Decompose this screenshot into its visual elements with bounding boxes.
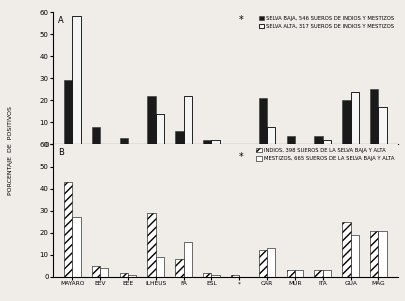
Bar bbox=[266, 127, 275, 144]
Bar bbox=[175, 131, 183, 144]
Bar bbox=[128, 275, 136, 277]
Bar bbox=[377, 107, 386, 144]
Bar bbox=[322, 140, 330, 144]
Bar bbox=[64, 80, 72, 144]
Bar bbox=[211, 140, 219, 144]
Text: A: A bbox=[58, 16, 64, 25]
Bar bbox=[258, 250, 266, 277]
Bar bbox=[156, 257, 164, 277]
Bar bbox=[183, 242, 192, 277]
Bar bbox=[92, 127, 100, 144]
Bar bbox=[175, 259, 183, 277]
Bar bbox=[202, 272, 211, 277]
Bar bbox=[341, 100, 350, 144]
Text: *: * bbox=[238, 15, 243, 25]
Bar bbox=[313, 136, 322, 144]
Bar bbox=[369, 89, 377, 144]
Bar bbox=[230, 275, 239, 277]
Legend: INDIOS, 398 SUEROS DE LA SELVA BAJA Y ALTA, MESTIZOS, 665 SUEROS DE LA SELVA BAJ: INDIOS, 398 SUEROS DE LA SELVA BAJA Y AL… bbox=[255, 147, 394, 163]
Bar bbox=[350, 92, 358, 144]
Bar bbox=[350, 235, 358, 277]
Bar bbox=[183, 96, 192, 144]
Bar bbox=[341, 222, 350, 277]
Bar bbox=[322, 270, 330, 277]
Bar bbox=[377, 231, 386, 277]
Bar bbox=[369, 231, 377, 277]
Bar bbox=[119, 138, 128, 144]
Text: *: * bbox=[238, 152, 243, 162]
Bar bbox=[156, 113, 164, 144]
Bar bbox=[286, 270, 294, 277]
Bar bbox=[313, 270, 322, 277]
Bar bbox=[211, 275, 219, 277]
Text: B: B bbox=[58, 148, 64, 157]
Bar bbox=[92, 266, 100, 277]
Bar bbox=[286, 136, 294, 144]
Bar bbox=[119, 272, 128, 277]
Bar bbox=[258, 98, 266, 144]
Bar bbox=[202, 140, 211, 144]
Bar bbox=[72, 217, 81, 277]
Bar bbox=[64, 182, 72, 277]
Bar bbox=[266, 248, 275, 277]
Bar bbox=[100, 268, 108, 277]
Bar bbox=[294, 270, 303, 277]
Bar bbox=[72, 17, 81, 144]
Bar bbox=[147, 213, 156, 277]
Legend: SELVA BAJA, 546 SUEROS DE INDIOS Y MESTIZOS, SELVA ALTA, 317 SUEROS DE INDIOS Y : SELVA BAJA, 546 SUEROS DE INDIOS Y MESTI… bbox=[257, 15, 394, 30]
Text: PORCENTAJE  DE  POSITIVOS: PORCENTAJE DE POSITIVOS bbox=[8, 106, 13, 195]
Bar bbox=[147, 96, 156, 144]
